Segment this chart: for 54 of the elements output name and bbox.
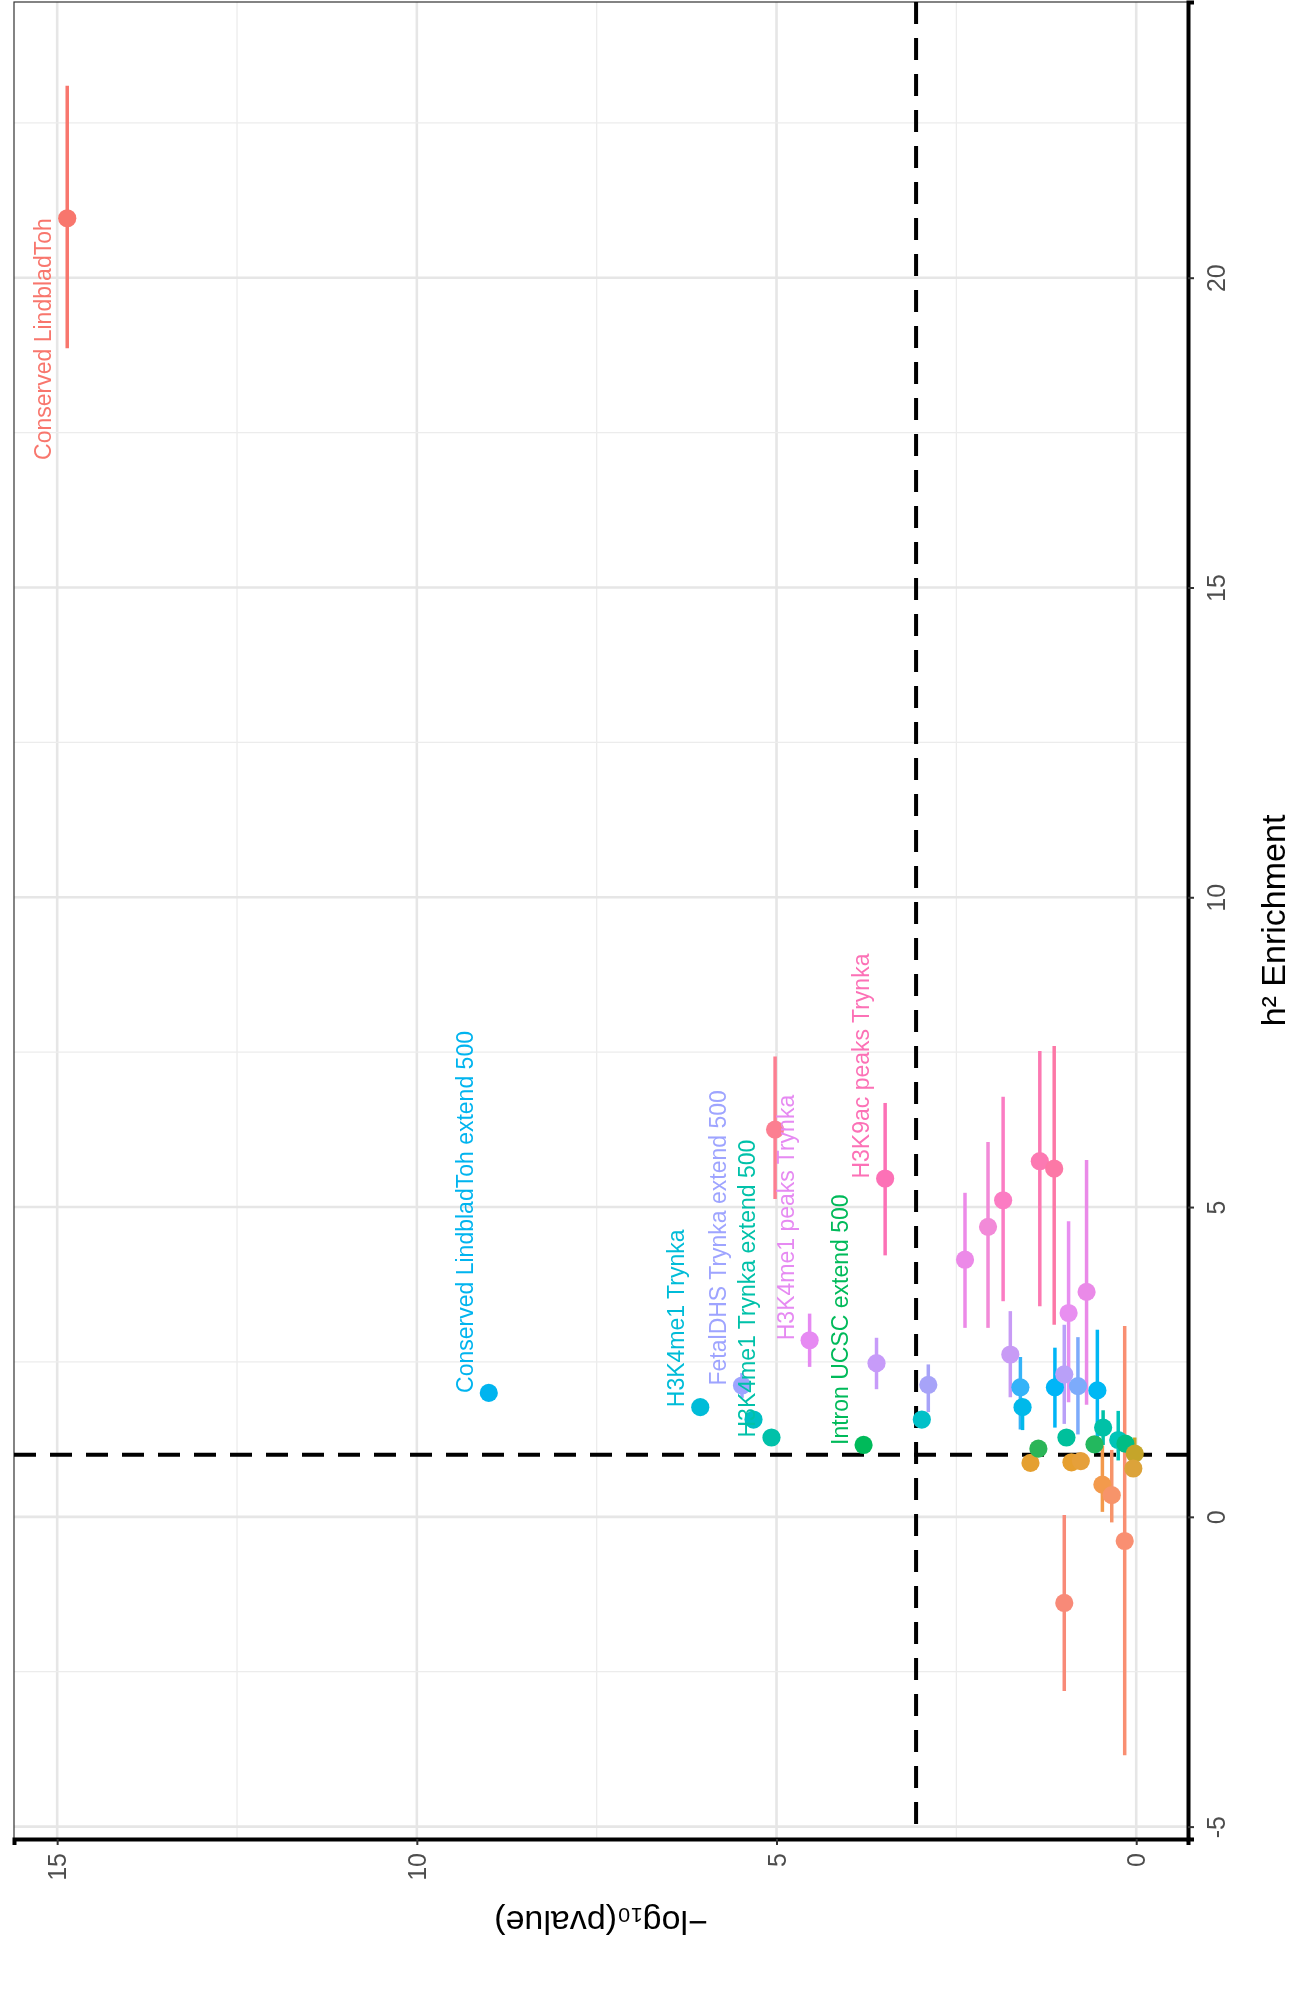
y-tick-label: 0 — [1201, 1510, 1230, 1525]
point — [1094, 1418, 1113, 1437]
point — [58, 209, 77, 228]
point — [1102, 1486, 1121, 1505]
point — [919, 1375, 938, 1394]
annotation: H3K9ac peaks Trynka — [848, 953, 875, 1179]
annotation: H3K4me1 Trynka — [663, 1229, 690, 1408]
annotation: H3K4me1 peaks Trynka — [772, 1094, 799, 1341]
annotation: Intron UCSC extend 500 — [826, 1194, 853, 1445]
point — [479, 1383, 498, 1402]
y-tick-label: 20 — [1201, 264, 1230, 293]
point — [1013, 1398, 1032, 1417]
point — [1124, 1459, 1143, 1478]
point — [867, 1354, 886, 1373]
x-axis-title: −log₁₀(pvalue) — [494, 1904, 708, 1942]
point — [1055, 1593, 1074, 1613]
point — [1021, 1453, 1040, 1473]
point — [1029, 1439, 1048, 1458]
point — [762, 1428, 781, 1447]
y-tick-label: -5 — [1201, 1815, 1230, 1839]
point — [1045, 1378, 1065, 1397]
point — [1077, 1282, 1096, 1302]
point — [912, 1410, 931, 1429]
point — [1125, 1444, 1144, 1463]
point — [1071, 1451, 1090, 1471]
x-tick-label: 0 — [1122, 1853, 1151, 1867]
point — [1085, 1435, 1104, 1454]
y-tick-label: 10 — [1201, 883, 1230, 912]
point — [1059, 1303, 1078, 1323]
y-tick-label: 5 — [1201, 1200, 1230, 1215]
point — [876, 1169, 895, 1188]
annotation: Conserved LindbladToh extend 500 — [451, 1031, 478, 1393]
point — [800, 1331, 819, 1350]
point — [1057, 1428, 1076, 1447]
point — [1030, 1152, 1049, 1171]
point — [1068, 1377, 1088, 1396]
point — [955, 1250, 975, 1269]
point — [1115, 1531, 1134, 1551]
point — [978, 1217, 998, 1236]
point — [994, 1191, 1013, 1210]
y-tick-label: 15 — [1201, 574, 1230, 602]
point — [1045, 1159, 1064, 1178]
x-tick-label: 10 — [403, 1853, 432, 1881]
point — [1011, 1378, 1030, 1397]
point — [854, 1435, 873, 1455]
y-axis-title: h² Enrichment — [1254, 814, 1292, 1027]
x-tick-label: 15 — [43, 1853, 72, 1881]
x-tick-label: 5 — [762, 1853, 791, 1867]
point — [691, 1398, 710, 1417]
annotation: FetalDHS Trynka extend 500 — [705, 1090, 731, 1386]
point — [1055, 1365, 1074, 1384]
point — [1001, 1345, 1020, 1364]
point — [1088, 1381, 1107, 1400]
annotation: Conserved LindbladToh — [30, 218, 57, 460]
